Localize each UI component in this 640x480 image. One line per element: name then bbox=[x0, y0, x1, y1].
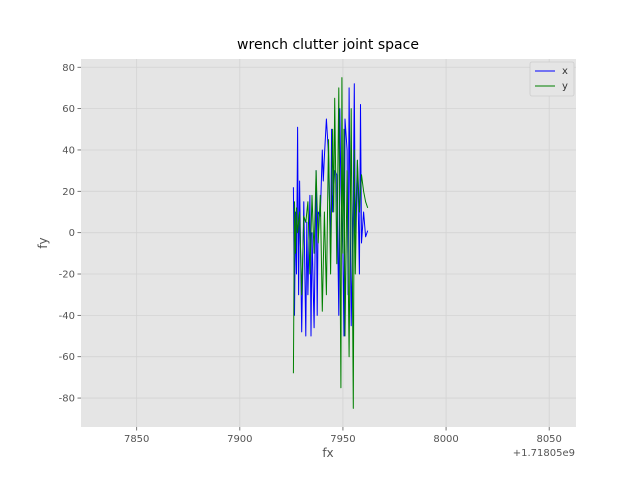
x-tick-label: 7900 bbox=[227, 434, 252, 445]
chart-title: wrench clutter joint space bbox=[237, 37, 419, 53]
y-tick-label: -60 bbox=[59, 352, 75, 363]
y-tick-label: -20 bbox=[59, 270, 75, 281]
legend: x y bbox=[529, 61, 575, 97]
ticks: 7850 7900 7950 8000 8050 -80 -60 -40 -20 0 20 40 60 8… bbox=[59, 63, 562, 445]
x-tick-label: 7850 bbox=[124, 434, 149, 445]
y-tick-label: 80 bbox=[62, 63, 75, 74]
y-tick-label: -80 bbox=[59, 394, 75, 405]
legend-label-x: x bbox=[562, 66, 568, 77]
y-tick-label: 20 bbox=[62, 187, 75, 198]
x-tick-label: 8000 bbox=[433, 434, 458, 445]
x-tick-label: 8050 bbox=[536, 434, 561, 445]
y-tick-label: 0 bbox=[69, 228, 75, 239]
x-axis-label: fx bbox=[322, 446, 333, 460]
plot-background bbox=[81, 59, 576, 427]
legend-label-y: y bbox=[562, 81, 568, 92]
series-lines bbox=[292, 77, 369, 409]
y-axis-label: fy bbox=[36, 237, 50, 248]
series-line-y bbox=[292, 77, 369, 409]
plot-area bbox=[81, 59, 576, 427]
y-tick-label: 60 bbox=[62, 104, 75, 115]
x-tick-label: 7950 bbox=[330, 434, 355, 445]
grid bbox=[81, 59, 576, 427]
y-tick-label: 40 bbox=[62, 145, 75, 156]
y-tick-label: -40 bbox=[59, 311, 75, 322]
x-axis-offset-label: +1.71805e9 bbox=[513, 448, 575, 459]
